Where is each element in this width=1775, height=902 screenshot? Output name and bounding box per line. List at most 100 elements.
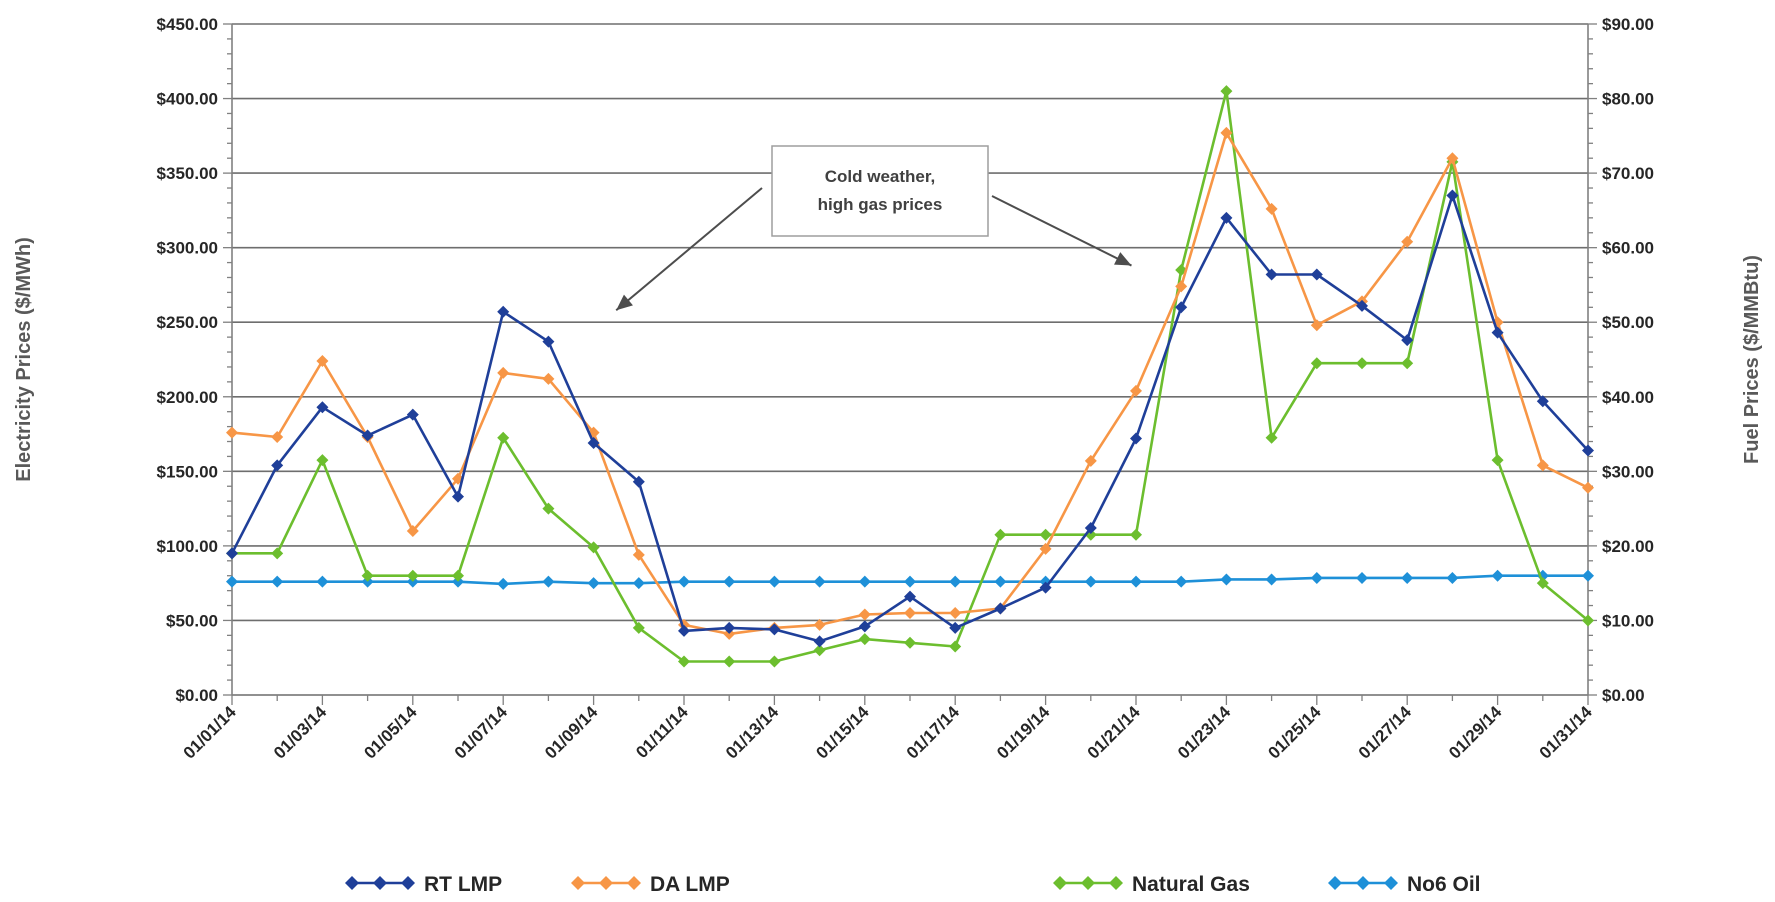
data-point-rt-lmp [1356,299,1368,312]
data-point-rt-lmp [1536,395,1549,408]
data-point-natural-gas [542,502,555,515]
data-point-no6-oil [1310,571,1323,584]
legend-marker [1356,876,1370,890]
data-point-natural-gas [1039,528,1052,541]
data-point-rt-lmp [994,602,1007,615]
y2-tick-label: $0.00 [1602,686,1645,705]
y2-axis-title: Fuel Prices ($/MMBtu) [1741,255,1763,464]
y2-tick-label: $60.00 [1602,239,1654,258]
x-tick-label: 01/31/14 [1536,702,1597,763]
data-point-rt-lmp [406,408,419,421]
data-point-no6-oil [949,575,962,588]
data-point-da-lmp [1401,235,1414,248]
data-point-natural-gas [1356,357,1368,370]
x-tick-label: 01/17/14 [903,702,964,763]
annotation-line-1: Cold weather, [825,167,936,186]
series-no6-oil [226,569,1594,590]
data-point-natural-gas [452,569,464,582]
data-point-natural-gas [723,655,736,668]
legend-marker [627,876,641,890]
legend-marker [401,876,415,890]
data-point-natural-gas [768,655,781,668]
data-point-natural-gas [1220,85,1233,98]
y-axis-title: Electricity Prices ($/MWh) [13,237,35,482]
data-point-rt-lmp [632,475,645,488]
annotation-arrowhead [616,294,633,311]
data-point-no6-oil [768,575,781,588]
data-point-natural-gas [678,655,690,668]
data-point-da-lmp [1130,384,1142,397]
x-tick-label: 01/03/14 [270,702,331,763]
data-point-no6-oil [1130,575,1142,588]
legend-marker [1081,876,1095,890]
data-point-natural-gas [949,640,962,653]
data-point-rt-lmp [1130,432,1142,445]
annotation-arrow [615,187,763,312]
legend: RT LMP DA LMP Natural Gas No6 Oil [345,873,1481,896]
data-point-rt-lmp [226,547,238,560]
legend-label: DA LMP [650,873,730,896]
data-point-da-lmp [1039,542,1052,555]
series [226,85,1594,668]
data-point-rt-lmp [1039,581,1052,594]
data-point-natural-gas [1582,614,1594,627]
data-point-da-lmp [632,548,645,561]
data-point-no6-oil [226,575,238,588]
series-rt-lmp [226,189,1594,648]
data-point-rt-lmp [904,590,916,603]
data-point-natural-gas [994,528,1007,541]
y2-tick-label: $80.00 [1602,90,1654,109]
data-point-no6-oil [542,575,555,588]
data-point-da-lmp [1175,280,1188,293]
data-point-rt-lmp [949,621,962,634]
legend-marker [1328,876,1342,890]
data-point-no6-oil [723,575,736,588]
y-tick-label: $300.00 [157,239,218,258]
data-point-no6-oil [994,575,1007,588]
y2-tick-label: $20.00 [1602,537,1654,556]
data-point-natural-gas [858,633,871,646]
data-point-no6-oil [678,575,690,588]
data-point-da-lmp [1265,202,1278,215]
data-point-da-lmp [1084,454,1097,467]
data-point-da-lmp [1536,459,1549,472]
y2-tick-label: $50.00 [1602,313,1654,332]
y2-tick-label: $10.00 [1602,611,1654,630]
data-point-natural-gas [904,636,916,649]
x-tick-label: 01/05/14 [360,702,421,763]
data-point-da-lmp [406,524,419,537]
data-point-no6-oil [1401,571,1414,584]
data-point-rt-lmp [271,459,284,472]
data-point-natural-gas [497,431,510,444]
y-tick-label: $350.00 [157,164,218,183]
legend-item-natural-gas: Natural Gas [1053,873,1250,896]
x-tick-label: 01/23/14 [1174,702,1235,763]
data-point-no6-oil [1491,569,1504,582]
data-point-rt-lmp [1582,444,1594,457]
data-point-rt-lmp [1220,211,1233,224]
legend-marker [1384,876,1398,890]
tick-labels: $0.00 $50.00 $100.00 $150.00 $200.00 $250.00 $… [157,15,1654,763]
data-point-no6-oil [1175,575,1188,588]
legend-marker [373,876,387,890]
data-point-no6-oil [1446,571,1459,584]
data-point-natural-gas [1401,357,1414,370]
x-tick-label: 01/01/14 [180,702,241,763]
y-tick-label: $150.00 [157,462,218,481]
data-point-da-lmp [1220,126,1233,139]
data-point-rt-lmp [1175,301,1188,314]
x-tick-label: 01/25/14 [1264,702,1325,763]
legend-marker [1109,876,1123,890]
data-point-no6-oil [1356,571,1368,584]
legend-label: Natural Gas [1132,873,1250,896]
y-tick-label: $0.00 [175,686,218,705]
data-point-da-lmp [813,618,826,631]
y-tick-label: $50.00 [166,611,218,630]
data-point-da-lmp [316,354,329,367]
legend-item-rt-lmp: RT LMP [345,873,502,896]
data-point-no6-oil [904,575,916,588]
data-point-rt-lmp [678,624,690,637]
data-point-da-lmp [858,608,871,621]
data-point-rt-lmp [542,335,555,348]
